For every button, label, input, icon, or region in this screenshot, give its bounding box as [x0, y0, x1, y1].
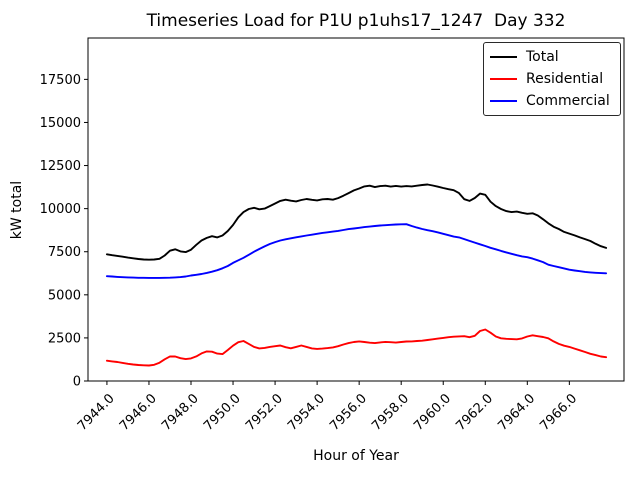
legend-item-commercial: Commercial: [490, 94, 614, 108]
x-tick-label: 7964.0: [495, 391, 538, 434]
legend-label: Commercial: [526, 93, 610, 109]
legend-swatch-total: [490, 56, 517, 58]
y-tick-label: 12500: [40, 159, 81, 174]
x-tick-label: 7952.0: [243, 391, 286, 434]
y-tick-label: 0: [73, 375, 81, 390]
y-tick-label: 2500: [48, 331, 81, 346]
legend-swatch-residential: [490, 78, 517, 80]
x-tick-label: 7948.0: [159, 391, 202, 434]
x-axis-label: Hour of Year: [313, 448, 399, 464]
x-tick-label: 7956.0: [327, 391, 370, 434]
y-tick-label: 10000: [40, 202, 81, 217]
legend: Total Residential Commercial: [483, 42, 621, 116]
series-line-commercial: [105, 223, 608, 279]
chart-title: Timeseries Load for P1U p1uhs17_1247 Day…: [146, 11, 566, 31]
x-tick-label: 7944.0: [75, 391, 118, 434]
legend-label: Residential: [526, 71, 604, 87]
y-tick-label: 7500: [48, 245, 81, 260]
legend-item-total: Total: [490, 50, 614, 64]
legend-label: Total: [526, 49, 559, 65]
series-line-residential: [105, 328, 608, 367]
series-line-total: [105, 183, 608, 261]
x-tick-label: 7966.0: [537, 391, 580, 434]
legend-swatch-commercial: [490, 100, 517, 102]
x-tick-label: 7950.0: [201, 391, 244, 434]
y-tick-label: 17500: [40, 73, 81, 88]
x-tick-label: 7958.0: [369, 391, 412, 434]
axes-spines: [87, 37, 625, 382]
legend-item-residential: Residential: [490, 72, 614, 86]
x-tick-label: 7946.0: [117, 391, 160, 434]
x-tick-label: 7954.0: [285, 391, 328, 434]
x-tick-label: 7962.0: [453, 391, 496, 434]
y-tick-label: 15000: [40, 116, 81, 131]
y-axis-label: kW total: [9, 180, 25, 240]
x-tick-label: 7960.0: [411, 391, 454, 434]
y-tick-label: 5000: [48, 288, 81, 303]
